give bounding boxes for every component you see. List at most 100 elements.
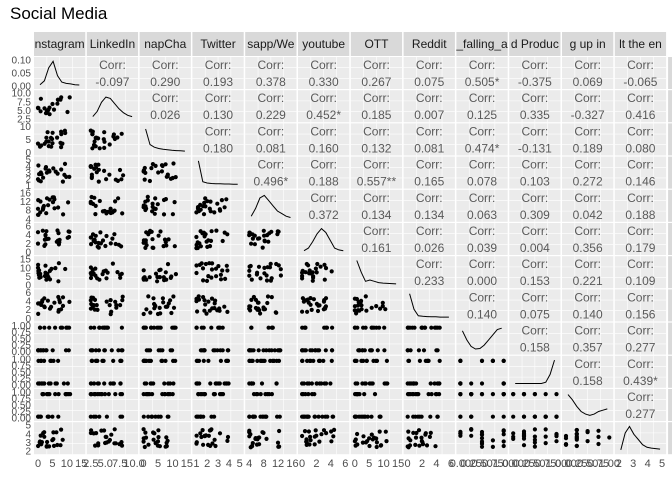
data-point [160, 358, 165, 363]
data-point [149, 325, 154, 330]
y-tick-label: 0.05 [12, 69, 32, 80]
data-point [89, 242, 94, 247]
data-point [46, 236, 51, 241]
x-tick-label: 0.00 [555, 458, 576, 470]
data-point [208, 238, 214, 243]
data-point [265, 265, 270, 270]
data-point [141, 203, 146, 208]
data-point [97, 325, 102, 330]
data-point [410, 392, 415, 397]
data-point [44, 277, 49, 282]
corr-label: Corr: [627, 191, 654, 205]
data-point [141, 168, 146, 173]
data-point [247, 273, 252, 278]
data-point [256, 300, 261, 305]
panel-11-5 [298, 422, 350, 455]
data-point [47, 325, 52, 330]
strip-top-label: youtube [302, 37, 345, 51]
data-point [145, 194, 150, 199]
corr-label: Corr: [522, 257, 549, 271]
data-point [107, 142, 112, 147]
strip-right-bg [668, 156, 672, 189]
data-point [202, 392, 207, 397]
corr-label: Corr: [574, 290, 601, 304]
data-point [49, 266, 54, 271]
data-point [532, 392, 538, 397]
data-point [67, 174, 72, 179]
data-point [469, 414, 474, 419]
data-point [469, 427, 474, 432]
data-point [46, 381, 52, 386]
panel-8-1 [86, 322, 139, 355]
data-point [369, 348, 374, 353]
panel-7-3 [192, 289, 244, 322]
data-point [423, 432, 428, 437]
data-point [111, 358, 116, 363]
data-point [115, 178, 120, 183]
y-axis-0: 0.00 0.05 0.10 [12, 56, 32, 93]
corr-label: Corr: [574, 324, 601, 338]
data-point [479, 436, 485, 441]
data-point [163, 240, 168, 245]
data-point [141, 311, 146, 317]
data-point [532, 414, 538, 419]
x-tick-label: 2.5 [83, 458, 98, 470]
data-point [120, 294, 125, 299]
data-point [92, 325, 97, 330]
corr-value: 0.378 [256, 75, 286, 89]
panel-2-10: Corr: 0.189 [562, 123, 614, 156]
data-point [374, 440, 379, 445]
data-point [458, 358, 463, 363]
data-point [269, 276, 274, 281]
data-point [195, 381, 200, 386]
panel-11-3 [192, 422, 244, 455]
corr-label: Corr: [469, 124, 496, 138]
data-point [150, 162, 155, 167]
data-point [110, 261, 115, 266]
data-point [426, 392, 431, 397]
data-point [361, 434, 366, 439]
data-point [63, 348, 69, 353]
panel-7-4 [245, 289, 297, 322]
data-point [258, 276, 263, 281]
strip-top-0: nstagram [34, 32, 86, 56]
density-curve [356, 260, 397, 285]
data-point [97, 198, 102, 204]
panel-7-1 [86, 289, 139, 322]
corr-value: 0.189 [573, 141, 603, 155]
panel-9-4 [245, 355, 297, 388]
data-point [50, 141, 55, 146]
x-tick-label: 2 [313, 458, 319, 470]
corr-value: 0.439* [623, 374, 658, 388]
panel-3-0 [34, 156, 86, 189]
data-point [372, 392, 378, 397]
corr-value: 0.221 [573, 274, 603, 288]
corr-value: 0.130 [203, 108, 233, 122]
y-tick-label: 1.00 [12, 388, 32, 399]
data-point [148, 358, 153, 363]
y-tick-label: 0.25 [12, 374, 32, 385]
data-point [196, 392, 201, 397]
data-point [47, 306, 53, 311]
data-point [99, 392, 104, 397]
data-point [313, 428, 318, 433]
data-point [220, 238, 225, 244]
panel-10-0 [34, 389, 86, 421]
corr-value: 0.078 [467, 175, 497, 189]
x-tick-label: 5 [155, 458, 161, 470]
data-point [415, 392, 420, 397]
data-point [308, 438, 313, 443]
data-point [108, 206, 113, 211]
data-point [112, 232, 117, 237]
strip-right-7: Reddi [668, 289, 672, 322]
data-point [194, 325, 199, 330]
panel-3-4: Corr: 0.496* [245, 156, 297, 189]
data-point [312, 392, 317, 397]
data-point [160, 296, 165, 301]
data-point [206, 433, 211, 438]
data-point [92, 195, 97, 200]
strip-right-1: nked [668, 90, 672, 123]
data-point [269, 229, 274, 234]
y-tick-label: 4 [25, 429, 31, 440]
